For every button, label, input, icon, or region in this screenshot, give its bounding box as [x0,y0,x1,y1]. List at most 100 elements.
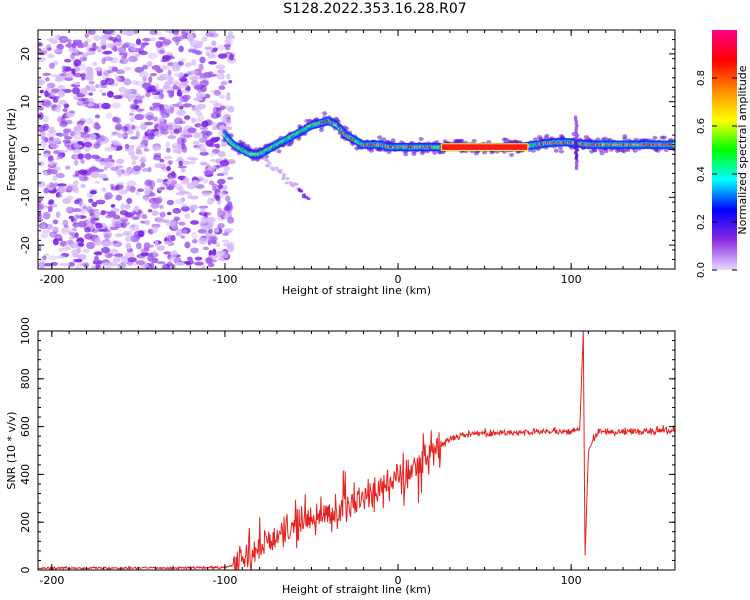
heatmap-cell [86,206,93,213]
heatmap-cell [104,233,111,241]
heatmap-cell [115,76,122,83]
heatmap-cell [199,73,208,79]
heatmap-cell [184,213,191,219]
x-tick-label: -100 [212,273,237,286]
heatmap-cell [126,167,134,174]
heatmap-cell [59,240,68,247]
heatmap-cell [38,49,43,56]
heatmap-cell [189,161,196,165]
heatmap-cell [228,80,233,84]
heatmap-cell [172,65,181,72]
heatmap-cell [145,91,151,98]
heatmap-cell [201,36,208,42]
heatmap-cell [335,119,341,124]
heatmap-cell [166,165,172,172]
heatmap-cell [38,222,49,230]
heatmap-cell [71,227,78,232]
heatmap-cell [132,224,140,231]
heatmap-cell [61,65,67,71]
heatmap-cell [180,235,186,239]
heatmap-cell [126,197,133,204]
heatmap-cell [212,248,217,256]
heatmap-cell [115,169,123,176]
heatmap-cell [222,232,229,236]
x-tick-label: -200 [39,574,64,587]
heatmap-cell [130,47,137,51]
heatmap-cell [119,60,124,64]
plot-frame [37,330,676,571]
heatmap-cell [197,228,208,234]
y-tick-label: 0 [19,146,32,153]
heatmap-cell [144,121,154,126]
heatmap-cell [134,113,144,121]
heatmap-cell [186,191,193,200]
heatmap-cell [161,65,167,70]
heatmap-cell [173,31,180,36]
heatmap-cell [215,143,220,149]
heatmap-cell [191,179,199,187]
heatmap-cell [153,95,161,100]
heatmap-cell [110,204,116,208]
heatmap-cell [86,70,93,79]
heatmap-cell [155,40,163,48]
heatmap-cell [68,46,79,53]
heatmap-cell [200,223,208,230]
heatmap-cell [83,137,88,143]
x-tick-label: 100 [561,273,582,286]
heatmap-cell [201,191,212,197]
heatmap-cell [67,39,72,44]
heatmap-cell [209,100,219,104]
heatmap-cell [122,216,128,220]
heatmap-cell [368,148,374,153]
heatmap-cell [149,30,158,35]
heatmap-cell [377,135,383,140]
heatmap-cell [82,264,89,268]
heatmap-cell [198,237,207,245]
heatmap-cell [107,69,114,74]
colorbar-gradient [712,30,737,270]
heatmap-cell [271,168,276,172]
heatmap-cell [135,53,141,58]
heatmap-cell [64,119,73,125]
heatmap-cell [55,172,65,179]
heatmap-cell [178,58,187,62]
snr-series-line [38,331,675,570]
heatmap-cell [72,132,83,140]
heatmap-cell [77,254,87,260]
heatmap-cell [135,260,146,266]
heatmap-cell [215,64,226,70]
heatmap-cell [190,247,199,254]
heatmap-cell [159,211,166,218]
heatmap-cell [208,73,218,78]
heatmap-cell [184,241,191,249]
heatmap-cell [599,151,605,156]
heatmap-cell [111,220,116,228]
heatmap-cell [530,148,536,153]
heatmap-cell [93,34,101,42]
heatmap-cell [208,30,217,34]
heatmap-cell [173,145,180,152]
heatmap-cell [154,163,163,169]
heatmap-cell [84,262,89,269]
heatmap-cell [103,33,108,40]
heatmap-cell [94,255,99,263]
y-tick-label: -20 [19,236,32,254]
heatmap-cell [285,177,290,181]
heatmap-cell [61,222,66,226]
heatmap-cell [114,41,122,46]
heatmap-cell [110,166,120,171]
heatmap-cell [157,187,163,192]
heatmap-cell [211,40,217,47]
heatmap-cell [83,54,88,62]
heatmap-cell [200,216,208,223]
heatmap-cell [58,237,63,242]
heatmap-cell [183,134,193,138]
heatmap-cell [128,98,133,102]
heatmap-cell [159,87,166,92]
heatmap-cell [129,116,135,123]
heatmap-cell [73,180,79,186]
heatmap-cell [129,136,139,140]
heatmap-cell [38,258,47,262]
heatmap-cell [212,47,218,52]
